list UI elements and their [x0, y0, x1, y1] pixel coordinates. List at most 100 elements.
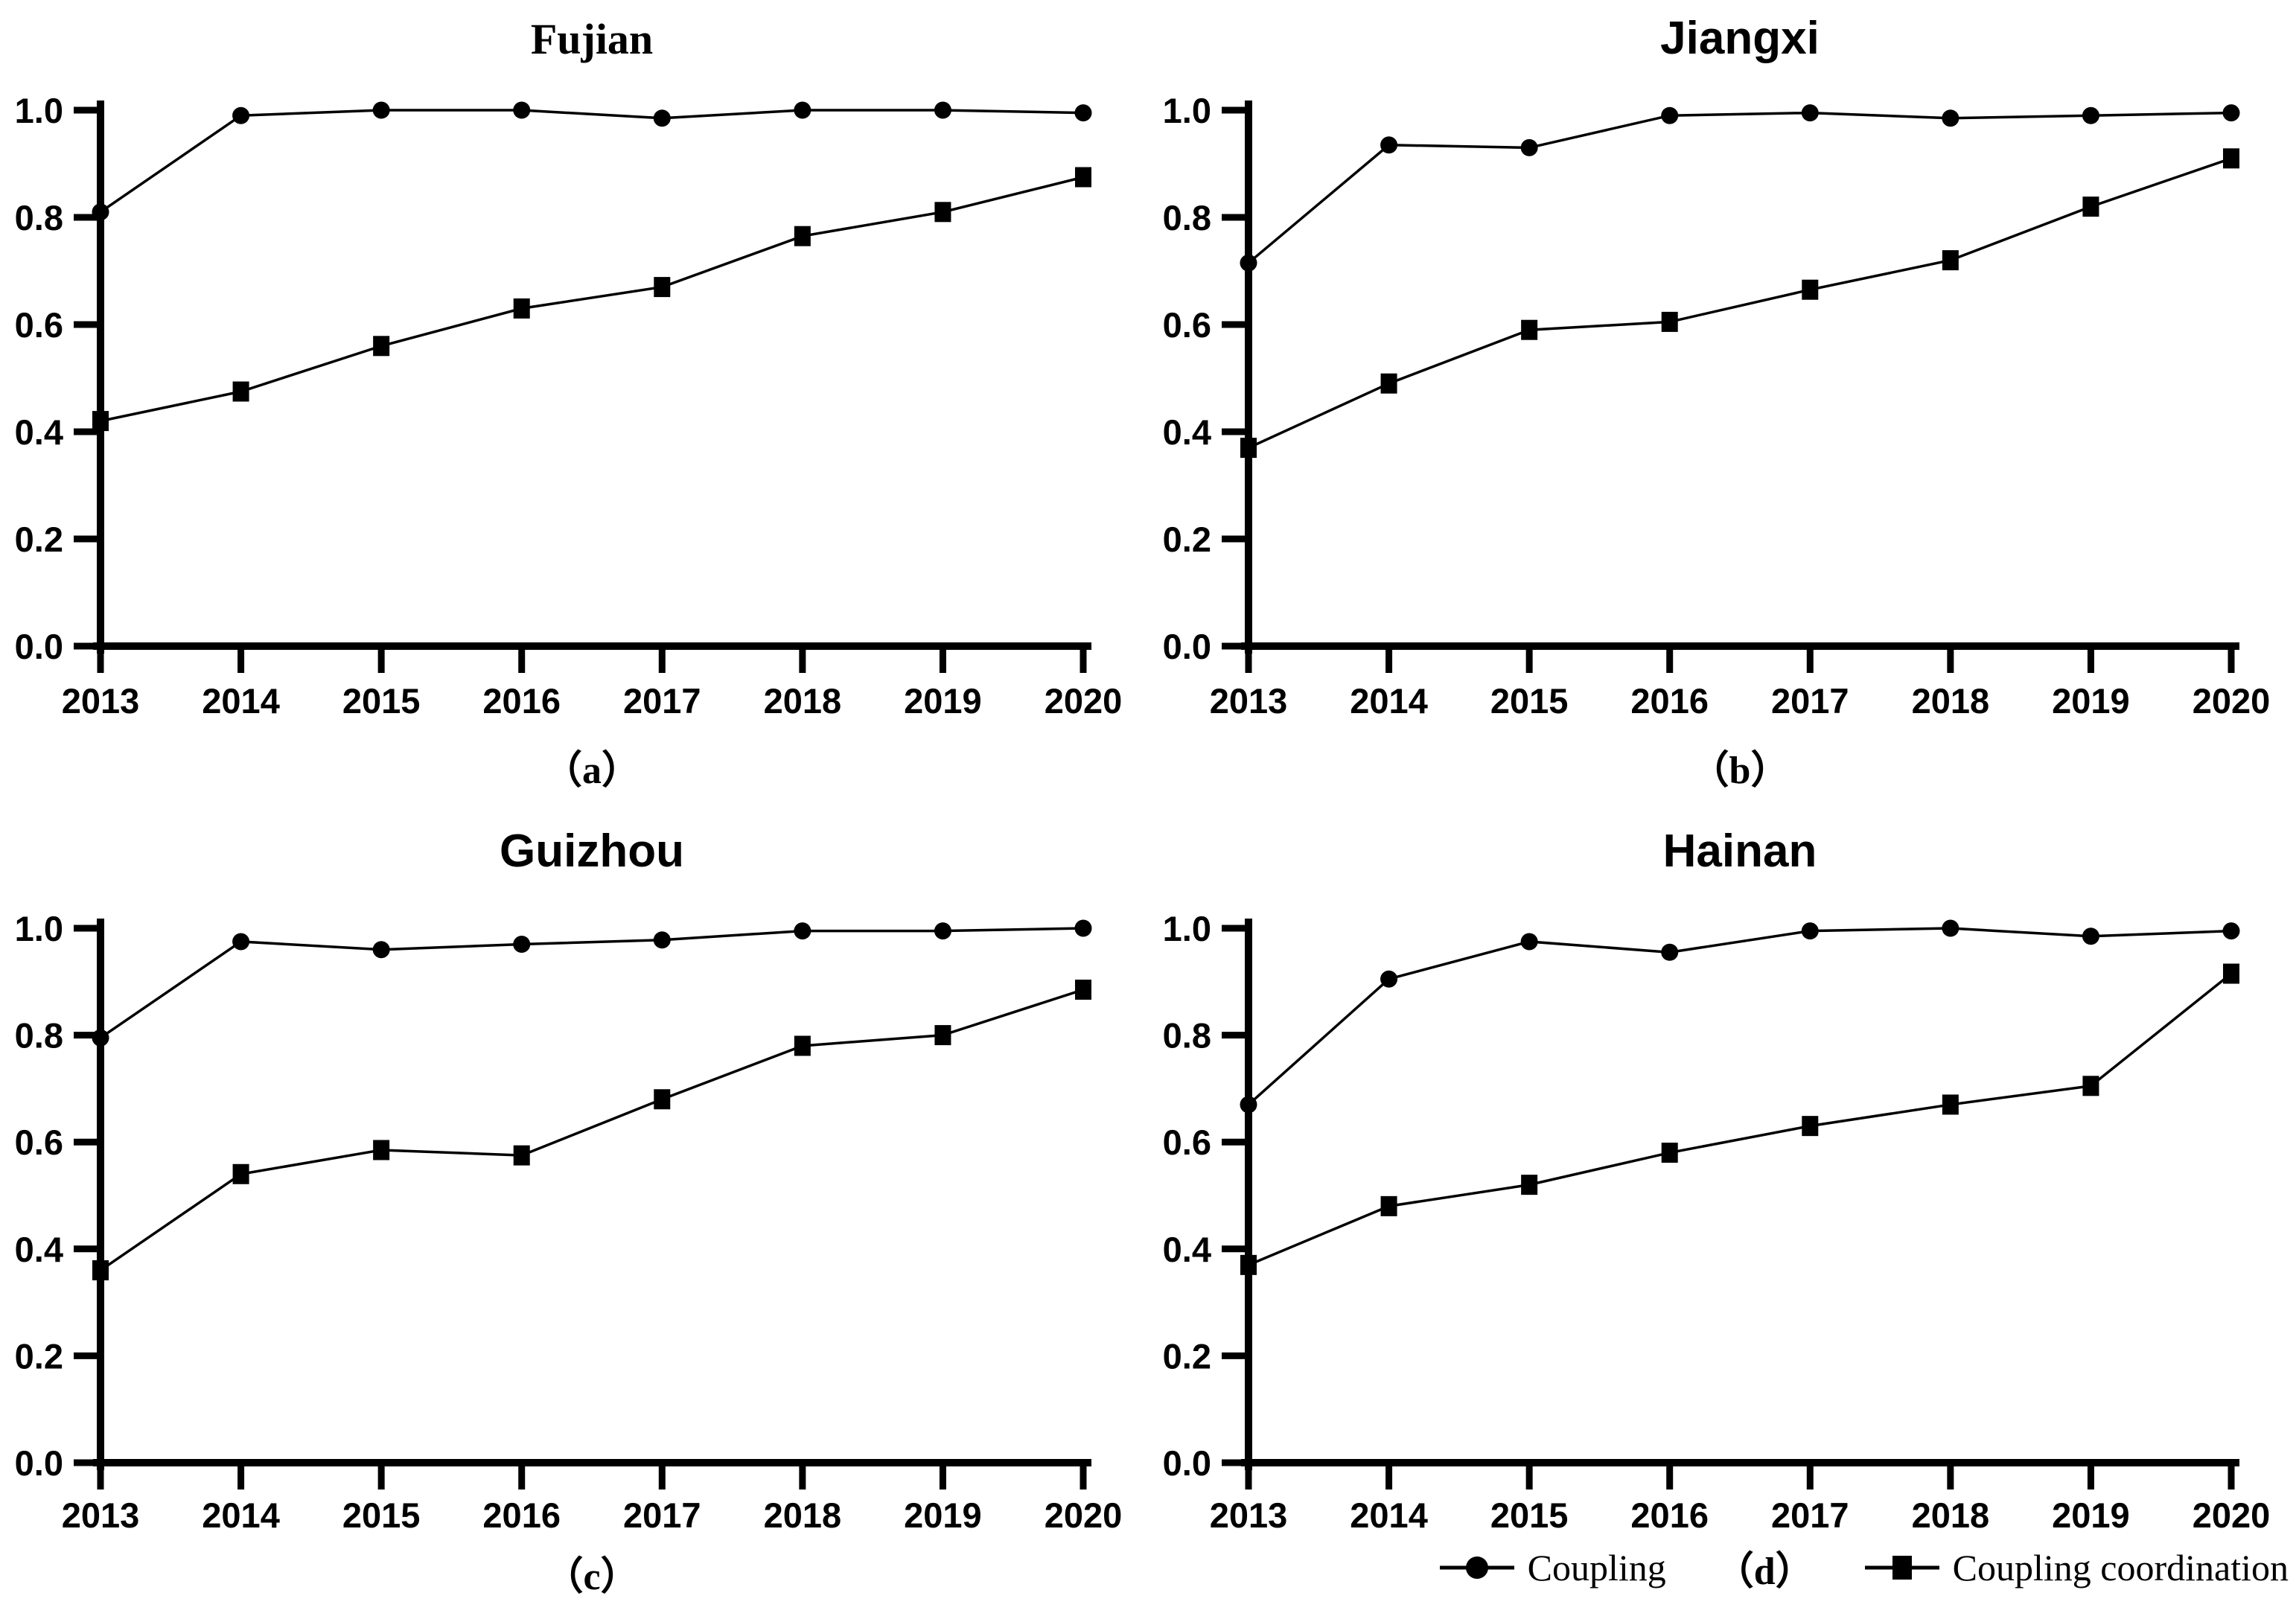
x-tick-label: 2016 — [1630, 1495, 1709, 1535]
coupling-point-marker — [653, 931, 671, 949]
coupling-point-marker — [1942, 919, 1959, 937]
x-tick-label: 2018 — [1912, 681, 1990, 721]
panel-label-d: （d） — [1715, 1551, 1814, 1593]
coordination-square-icon — [1892, 1555, 1912, 1580]
y-tick-label: 0.4 — [15, 412, 63, 452]
x-tick-label: 2015 — [342, 681, 421, 721]
series-line-coupling — [1247, 927, 2232, 1106]
panel-fujian: Fujian 1.0 0.8 0.6 0.4 0.2 0.0 2013 2014 2015 2016… — [0, 0, 1148, 811]
coupling-coordination-point-marker — [1380, 1195, 1397, 1216]
coupling-point-marker — [372, 941, 390, 959]
y-tick-label: 0.0 — [1163, 627, 1211, 666]
legend-item-coordination: Coupling coordination — [1863, 1544, 2289, 1591]
coupling-point-marker — [934, 922, 951, 940]
series-line-coupling-coordination — [100, 176, 1084, 423]
y-tick-label: 1.0 — [15, 91, 63, 130]
coupling-point-marker — [92, 203, 109, 221]
coupling-coordination-point-marker — [1521, 319, 1538, 340]
coupling-point-marker — [1240, 254, 1257, 272]
x-tick-label: 2020 — [1045, 681, 1123, 721]
coupling-point-marker — [1661, 106, 1679, 124]
x-tick-label: 2013 — [62, 1495, 140, 1535]
legend-label-coupling: Coupling — [1527, 1546, 1666, 1589]
coupling-coordination-point-marker — [232, 381, 249, 402]
coupling-point-marker — [1074, 919, 1092, 937]
coupling-point-marker — [1380, 970, 1398, 988]
coupling-coordination-point-marker — [1942, 1094, 1959, 1115]
y-tick-label: 0.8 — [15, 198, 63, 237]
x-tick-label: 2018 — [764, 1495, 842, 1535]
x-tick-label: 2017 — [1771, 681, 1849, 721]
chart-jiangxi: Jiangxi 1.0 0.8 0.6 0.4 0.2 0.0 2013 2014 2015 201… — [1163, 13, 2271, 792]
coupling-coordination-point-marker — [794, 226, 811, 246]
panel-sublabel: （c） — [544, 1555, 639, 1598]
coupling-point-marker — [794, 922, 811, 940]
x-tick-label: 2016 — [482, 1495, 561, 1535]
coupling-point-marker — [1942, 109, 1959, 127]
coupling-point-marker — [1520, 933, 1538, 951]
panel-title: Jiangxi — [1660, 13, 1820, 64]
x-tick-label: 2018 — [1912, 1495, 1990, 1535]
coupling-point-marker — [1240, 1096, 1257, 1114]
legend: Coupling （d） Coupling coordination — [1438, 1539, 2289, 1595]
coupling-point-marker — [1520, 138, 1538, 156]
coupling-point-marker — [2082, 106, 2099, 124]
panel-sublabel: （a） — [543, 749, 640, 792]
x-tick-label: 2013 — [1210, 1495, 1288, 1535]
x-tick-label: 2019 — [2052, 1495, 2130, 1535]
chart-guizhou: Guizhou 1.0 0.8 0.6 0.4 0.2 0.0 2013 2014 2015 201… — [15, 826, 1123, 1598]
y-tick-label: 0.6 — [15, 305, 63, 345]
coupling-coordination-point-marker — [513, 1145, 530, 1166]
coupling-coordination-point-marker — [2082, 197, 2099, 217]
chart-fujian: Fujian 1.0 0.8 0.6 0.4 0.2 0.0 2013 2014 2015 2016… — [15, 15, 1123, 792]
coupling-coordination-point-marker — [92, 1260, 109, 1281]
panel-title: Guizhou — [500, 826, 684, 877]
series-line-coupling — [1247, 111, 2232, 264]
y-tick-label: 0.4 — [1163, 412, 1211, 452]
coupling-coordination-point-marker — [373, 1140, 390, 1160]
coupling-coordination-point-marker — [1661, 311, 1678, 332]
coupling-coordination-point-marker — [1661, 1143, 1678, 1163]
y-tick-label: 0.6 — [1163, 305, 1211, 345]
panel-hainan: Hainan 1.0 0.8 0.6 0.4 0.2 0.0 2013 2014 2015 2016… — [1148, 811, 2296, 1622]
coupling-point-marker — [2222, 922, 2240, 940]
y-tick-label: 0.2 — [1163, 520, 1211, 559]
y-tick-label: 0.2 — [15, 1336, 63, 1376]
coupling-coordination-point-marker — [934, 1025, 951, 1046]
coupling-coordination-point-marker — [92, 411, 109, 432]
y-tick-label: 1.0 — [1163, 909, 1211, 948]
coupling-legend-marker — [1439, 1556, 1514, 1579]
coupling-point-marker — [513, 936, 531, 954]
coupling-coordination-point-marker — [1240, 1254, 1257, 1275]
coupling-point-marker — [653, 109, 671, 127]
x-tick-label: 2016 — [482, 681, 561, 721]
x-tick-label: 2017 — [623, 681, 701, 721]
coupling-coordination-point-marker — [654, 1089, 671, 1110]
coupling-coordination-point-marker — [1802, 1116, 1819, 1137]
panel-title: Hainan — [1663, 826, 1817, 877]
x-tick-label: 2020 — [2193, 1495, 2271, 1535]
y-tick-label: 0.4 — [1163, 1230, 1211, 1269]
coupling-circle-icon — [1465, 1556, 1488, 1579]
y-tick-label: 0.0 — [15, 627, 63, 666]
x-tick-label: 2013 — [62, 681, 140, 721]
coupling-coordination-point-marker — [1942, 250, 1959, 271]
coupling-point-marker — [1380, 136, 1398, 154]
x-tick-label: 2015 — [1490, 681, 1569, 721]
coupling-coordination-point-marker — [1380, 373, 1397, 394]
x-tick-label: 2015 — [342, 1495, 421, 1535]
coupling-point-marker — [2222, 104, 2240, 122]
panel-guizhou: Guizhou 1.0 0.8 0.6 0.4 0.2 0.0 2013 2014 2015 201… — [0, 811, 1148, 1622]
coupling-point-marker — [934, 101, 951, 119]
coupling-coordination-point-marker — [2223, 148, 2239, 169]
x-tick-label: 2014 — [1350, 1495, 1428, 1535]
coupling-point-marker — [794, 101, 811, 119]
x-tick-label: 2014 — [1350, 681, 1428, 721]
x-tick-label: 2014 — [202, 681, 280, 721]
coupling-coordination-point-marker — [2082, 1076, 2099, 1096]
coupling-point-marker — [232, 933, 250, 951]
x-tick-label: 2015 — [1490, 1495, 1569, 1535]
chart-hainan: Hainan 1.0 0.8 0.6 0.4 0.2 0.0 2013 2014 2015 2016… — [1163, 826, 2271, 1535]
legend-item-coupling: Coupling — [1438, 1544, 1666, 1591]
